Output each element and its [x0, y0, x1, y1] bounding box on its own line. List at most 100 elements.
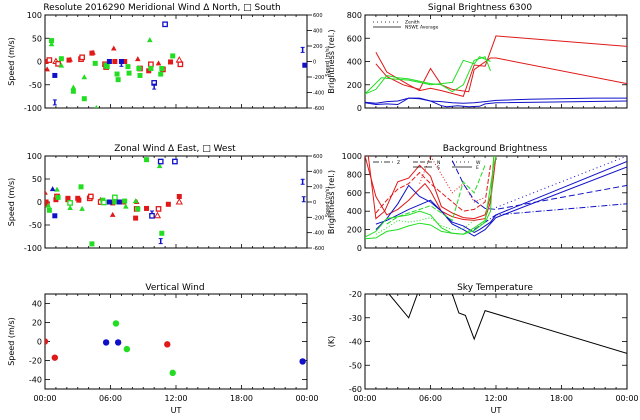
- data-point-square: [70, 88, 76, 94]
- right-y-tick-label: -400: [313, 231, 324, 237]
- chart-title: Zonal Wind Δ East, □ West: [114, 144, 236, 154]
- data-point-square-open: [79, 54, 85, 61]
- plot-area: [45, 157, 306, 247]
- x-tick-label: 00:00: [295, 394, 318, 403]
- data-point-square: [136, 65, 142, 71]
- data-point-triangle: [81, 74, 88, 80]
- data-point-red: [51, 354, 59, 361]
- data-point-square: [92, 60, 98, 66]
- y-tick-label: -100: [24, 104, 42, 113]
- right-y-tick-label: 200: [313, 185, 323, 191]
- data-point-square: [133, 215, 139, 221]
- y-tick-label: -20: [349, 290, 362, 299]
- legend-label: Z: [397, 160, 400, 166]
- data-point-red: [164, 341, 171, 348]
- data-point-square: [58, 56, 64, 62]
- panel-meridional: Resolute 2016290 Meridional Wind Δ North…: [7, 3, 331, 113]
- x-tick-label: 18:00: [230, 394, 253, 403]
- data-point-green: [112, 320, 120, 327]
- data-point-square: [55, 194, 61, 200]
- series-line-sky: [388, 294, 627, 354]
- data-point-square-open: [157, 158, 164, 165]
- data-point-square: [81, 96, 87, 102]
- series-line-blue-dot: [495, 156, 627, 208]
- y-axis-label: Speed (m/s): [7, 317, 16, 366]
- data-point-square: [170, 53, 176, 59]
- x-tick-label: 18:00: [550, 394, 573, 403]
- data-point-square: [52, 213, 58, 219]
- data-point-square-open: [46, 57, 53, 63]
- series-line-green-solid-2: [365, 156, 497, 240]
- data-point-square-open: [148, 61, 154, 68]
- chart-title: Signal Brightness 6300: [428, 3, 532, 13]
- x-tick-label: 12:00: [484, 394, 507, 403]
- data-point-square: [49, 38, 55, 44]
- series-line-red-b: [375, 57, 627, 93]
- data-point-square: [76, 197, 82, 203]
- data-point-square: [122, 198, 128, 204]
- data-point-square: [46, 207, 52, 213]
- right-y-tick-label: 400: [313, 169, 323, 175]
- y-tick-label: -50: [349, 361, 362, 370]
- y-axis-label: Speed (m/s): [7, 37, 16, 86]
- data-point-triangle: [155, 60, 162, 66]
- legend-label: N: [437, 160, 440, 166]
- plot-area: [365, 35, 627, 108]
- right-y-tick-label: -400: [313, 91, 324, 97]
- right-y-axis-label: Speed (m/s): [325, 187, 331, 217]
- right-y-tick-label: 600: [313, 13, 323, 19]
- data-point-square-open: [55, 60, 61, 67]
- y-tick-label: 100: [27, 152, 42, 161]
- data-point-square: [78, 184, 84, 190]
- panel-signal: Signal Brightness 6300 0 200 400 600 800 Brigh…: [327, 3, 628, 113]
- data-point-square: [106, 59, 112, 64]
- data-point-square: [104, 64, 110, 70]
- plot-area: [365, 156, 627, 240]
- right-y-tick-label: 0: [313, 200, 316, 206]
- y-tick-label: 20: [32, 319, 42, 328]
- data-point-triangle: [67, 56, 73, 62]
- series-line-green-dash: [386, 165, 486, 225]
- x-tick-label: 06:00: [99, 394, 122, 403]
- data-point-triangle: [110, 45, 117, 51]
- data-point-triangle: [90, 49, 96, 55]
- x-axis-label: UT: [171, 406, 182, 415]
- y-tick-label: 1000: [342, 152, 362, 161]
- y-tick-label: -50: [29, 221, 42, 230]
- data-point-square-open: [101, 199, 107, 206]
- data-point-triangle: [45, 189, 48, 195]
- data-point-square: [165, 201, 171, 207]
- data-point-square: [135, 206, 141, 212]
- chart-title: Sky Temperature: [457, 283, 533, 293]
- data-point-square: [65, 195, 71, 201]
- plot-area: [45, 21, 307, 108]
- right-y-tick-label: 0: [313, 60, 316, 66]
- series-line-red-solid-2: [367, 156, 497, 220]
- series-line-red-dash: [375, 165, 491, 214]
- y-tick-label: 40: [32, 300, 42, 309]
- data-point-triangle: [70, 84, 77, 90]
- plot-frame: [364, 155, 628, 249]
- data-point-square: [159, 65, 165, 71]
- panel-zonal: Zonal Wind Δ East, □ West -100 -50 0 50 100 Sp…: [7, 144, 331, 253]
- chart-title: Resolute 2016290 Meridional Wind Δ North…: [43, 3, 280, 13]
- data-point-square: [125, 64, 131, 70]
- data-point-square: [144, 157, 150, 163]
- y-tick-label: -50: [29, 81, 42, 90]
- series-line-blue-a: [365, 97, 627, 104]
- right-y-tick-label: 200: [313, 44, 323, 50]
- data-point-square: [45, 201, 50, 207]
- y-tick-label: 800: [347, 11, 362, 20]
- y-tick-label: 200: [347, 226, 362, 235]
- data-point-triangle: [54, 186, 60, 192]
- data-point-triangle: [109, 211, 116, 217]
- y-tick-label: 600: [347, 34, 362, 43]
- data-point-square: [114, 71, 120, 77]
- series-line-red-a: [375, 35, 627, 98]
- data-point-green: [123, 345, 131, 353]
- data-point-blue: [299, 358, 306, 365]
- right-y-tick-label: 400: [313, 29, 323, 35]
- y-tick-label: 800: [347, 170, 362, 179]
- x-tick-label: 06:00: [419, 394, 442, 403]
- data-point-square: [176, 193, 182, 199]
